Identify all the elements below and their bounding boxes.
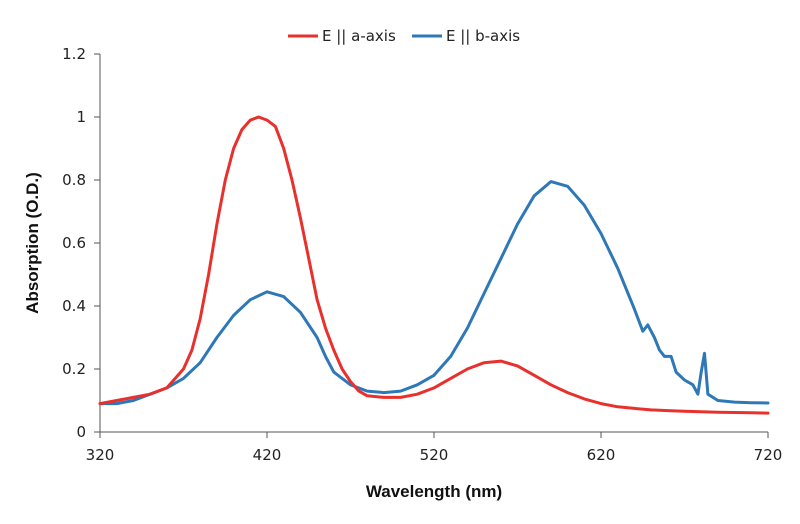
x-tick-label: 620: [587, 446, 616, 464]
legend: E || a-axis E || b-axis: [288, 27, 520, 45]
y-tick-label: 0.6: [62, 234, 86, 252]
y-tick-label: 0.8: [62, 171, 86, 189]
y-tick-label: 1: [76, 108, 86, 126]
legend-label-a-axis: E || a-axis: [322, 27, 396, 45]
series-line-b-axis: [98, 180, 770, 406]
y-tick-label: 0.2: [62, 360, 86, 378]
y-tick-label: 1.2: [62, 45, 86, 63]
legend-label-b-axis: E || b-axis: [446, 27, 520, 45]
x-tick-label: 520: [420, 446, 449, 464]
x-tick-label: 420: [253, 446, 282, 464]
series-layer: [98, 115, 770, 415]
y-tick-label: 0: [76, 423, 86, 441]
y-axis-title: Absorption (O.D.): [23, 172, 42, 314]
x-tick-label: 320: [86, 446, 115, 464]
y-tick-label: 0.4: [62, 297, 86, 315]
ticks: 320 420 520 620 720 0 0.2 0.4 0.6 0.8 1 1.2: [62, 45, 782, 464]
series-line-a-axis: [98, 115, 770, 415]
x-tick-label: 720: [754, 446, 783, 464]
x-axis-title: Wavelength (nm): [366, 482, 502, 501]
